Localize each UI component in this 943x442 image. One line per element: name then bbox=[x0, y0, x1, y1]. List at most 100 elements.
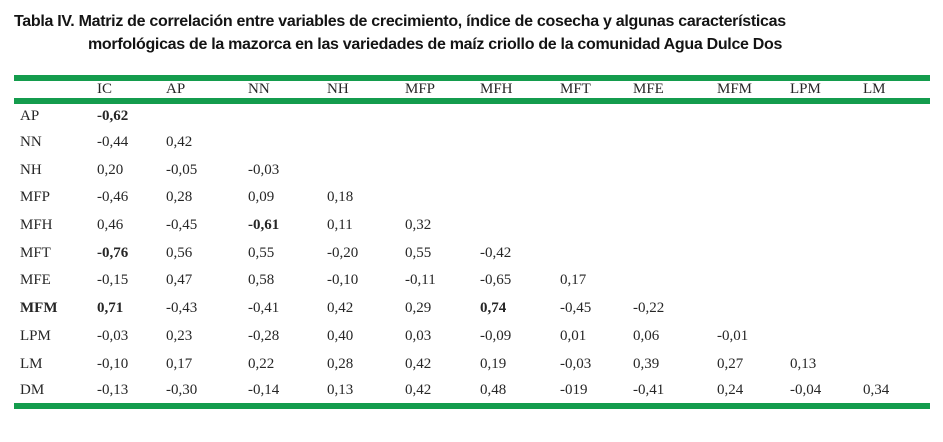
column-header: MFM bbox=[717, 81, 753, 97]
correlation-cell bbox=[405, 156, 480, 184]
correlation-cell bbox=[717, 239, 790, 267]
correlation-cell: 0,18 bbox=[327, 189, 354, 206]
correlation-cell bbox=[560, 212, 633, 240]
correlation-cell bbox=[480, 156, 560, 184]
correlation-cell: -0,30 bbox=[166, 381, 198, 398]
correlation-cell bbox=[560, 239, 633, 267]
table-row: NN -0,44 0,42 bbox=[14, 129, 930, 157]
table-row: MFE -0,15 0,47 0,58 -0,10 -0,11 -0,65 0,17 bbox=[14, 267, 930, 295]
correlation-cell bbox=[790, 267, 863, 295]
correlation-cell: -0,04 bbox=[790, 381, 822, 398]
correlation-cell: -0,62 bbox=[97, 107, 129, 124]
correlation-cell bbox=[863, 129, 930, 157]
correlation-cell bbox=[863, 323, 930, 351]
correlation-cell bbox=[633, 212, 717, 240]
table-row: MFM 0,71 -0,43 -0,41 0,42 0,29 0,74 -0,45 -0,22 bbox=[14, 295, 930, 323]
correlation-cell: 0,29 bbox=[405, 300, 432, 317]
correlation-cell: -0,45 bbox=[166, 217, 198, 234]
correlation-cell bbox=[480, 129, 560, 157]
correlation-cell: 0,03 bbox=[405, 327, 432, 344]
correlation-cell bbox=[717, 212, 790, 240]
row-header-column bbox=[14, 78, 97, 101]
correlation-cell: 0,24 bbox=[717, 381, 744, 398]
correlation-cell bbox=[717, 267, 790, 295]
column-header: NN bbox=[248, 81, 270, 97]
correlation-cell: 0,46 bbox=[97, 217, 124, 234]
correlation-cell: 0,74 bbox=[480, 300, 507, 317]
caption-line-1: Tabla IV. Matriz de correlación entre va… bbox=[14, 13, 786, 30]
correlation-cell bbox=[560, 156, 633, 184]
correlation-cell: 0,55 bbox=[405, 244, 432, 261]
correlation-cell: 0,42 bbox=[405, 355, 432, 372]
correlation-cell: -0,03 bbox=[560, 355, 592, 372]
correlation-cell bbox=[790, 156, 863, 184]
correlation-cell bbox=[717, 184, 790, 212]
correlation-cell: 0,11 bbox=[327, 217, 353, 234]
correlation-cell: 0,39 bbox=[633, 355, 660, 372]
correlation-cell: -0,09 bbox=[480, 327, 512, 344]
correlation-cell bbox=[327, 101, 405, 129]
table-row: LPM -0,03 0,23 -0,28 0,40 0,03 -0,09 0,01 0,06 -0… bbox=[14, 323, 930, 351]
correlation-cell: -0,28 bbox=[248, 327, 280, 344]
correlation-cell bbox=[863, 239, 930, 267]
correlation-cell bbox=[633, 267, 717, 295]
column-header: NH bbox=[327, 81, 349, 97]
correlation-cell bbox=[633, 129, 717, 157]
correlation-cell bbox=[480, 212, 560, 240]
correlation-cell: -0,15 bbox=[97, 272, 129, 289]
correlation-cell bbox=[248, 101, 327, 129]
column-header: LPM bbox=[790, 81, 821, 97]
correlation-cell: 0,27 bbox=[717, 355, 744, 372]
table-row: MFH 0,46 -0,45 -0,61 0,11 0,32 bbox=[14, 212, 930, 240]
correlation-cell bbox=[717, 129, 790, 157]
correlation-cell bbox=[405, 184, 480, 212]
correlation-cell: 0,09 bbox=[248, 189, 275, 206]
correlation-cell: -0,76 bbox=[97, 244, 129, 261]
table-row: MFP -0,46 0,28 0,09 0,18 bbox=[14, 184, 930, 212]
column-header: AP bbox=[166, 81, 186, 97]
row-header: DM bbox=[20, 381, 45, 398]
correlation-cell bbox=[405, 101, 480, 129]
correlation-cell bbox=[717, 156, 790, 184]
correlation-cell bbox=[790, 239, 863, 267]
correlation-cell: 0,28 bbox=[327, 355, 354, 372]
correlation-cell: 0,71 bbox=[97, 300, 124, 317]
correlation-cell: -0,41 bbox=[633, 381, 665, 398]
row-header: MFP bbox=[20, 189, 51, 206]
correlation-cell bbox=[633, 239, 717, 267]
column-header: LM bbox=[863, 81, 886, 97]
correlation-cell bbox=[863, 267, 930, 295]
correlation-cell bbox=[560, 129, 633, 157]
correlation-cell: 0,13 bbox=[790, 355, 817, 372]
row-header: NH bbox=[20, 161, 42, 178]
correlation-cell: -0,44 bbox=[97, 134, 129, 151]
correlation-cell: -0,65 bbox=[480, 272, 512, 289]
correlation-cell: -0,43 bbox=[166, 300, 198, 317]
correlation-cell bbox=[863, 101, 930, 129]
row-header: AP bbox=[20, 107, 40, 124]
correlation-cell: 0,47 bbox=[166, 272, 193, 289]
correlation-cell: 0,19 bbox=[480, 355, 507, 372]
correlation-matrix-table: IC AP NN NH MFP MFH MFT MFE MFM LPM LM AP -0,62 NN -0… bbox=[14, 75, 930, 409]
correlation-cell: -0,41 bbox=[248, 300, 280, 317]
table-row: AP -0,62 bbox=[14, 101, 930, 129]
correlation-cell bbox=[327, 156, 405, 184]
row-header: LPM bbox=[20, 327, 51, 344]
correlation-cell bbox=[405, 129, 480, 157]
correlation-cell bbox=[633, 156, 717, 184]
correlation-cell: -0,03 bbox=[248, 161, 280, 178]
correlation-cell: 0,23 bbox=[166, 327, 193, 344]
column-header: MFP bbox=[405, 81, 436, 97]
correlation-cell bbox=[863, 212, 930, 240]
correlation-cell: -0,10 bbox=[327, 272, 359, 289]
correlation-cell: 0,06 bbox=[633, 327, 660, 344]
table-caption: Tabla IV. Matriz de correlación entre va… bbox=[0, 10, 943, 56]
correlation-cell bbox=[717, 295, 790, 323]
table-row: DM -0,13 -0,30 -0,14 0,13 0,42 0,48 -019 -0,41 0,… bbox=[14, 378, 930, 406]
table-row: NH 0,20 -0,05 -0,03 bbox=[14, 156, 930, 184]
table-body: AP -0,62 NN -0,44 0,42 NH 0,20 -0,05 -0,03 MFP -0,… bbox=[14, 101, 930, 406]
correlation-cell: -0,20 bbox=[327, 244, 359, 261]
correlation-cell bbox=[560, 101, 633, 129]
column-header: MFT bbox=[560, 81, 591, 97]
row-header: MFH bbox=[20, 217, 53, 234]
